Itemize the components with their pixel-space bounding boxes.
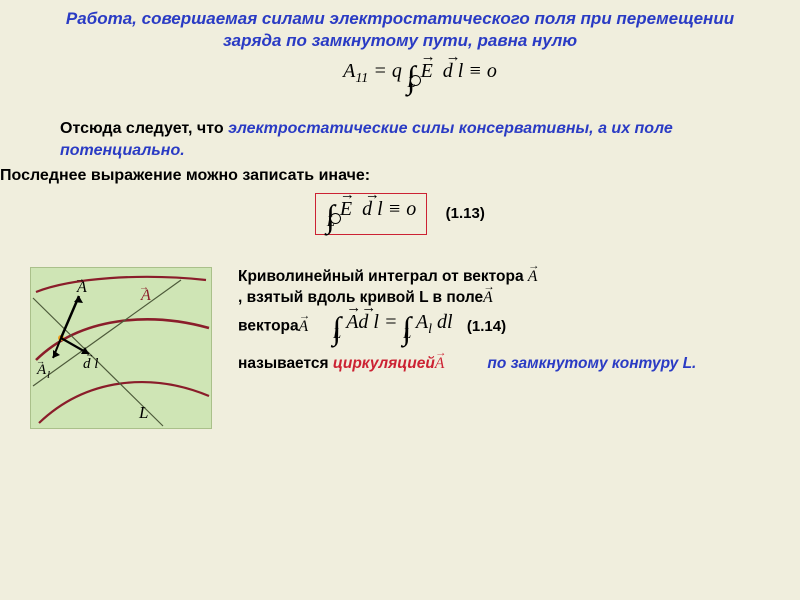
integral-icon: ∫L [332, 312, 341, 344]
para1-lead: Отсюда следует, что [60, 120, 228, 137]
eq2-rhs: ≡ o [388, 198, 417, 220]
eq1-equals: = [373, 60, 392, 82]
closed-integral-icon: ∫L [407, 61, 416, 93]
paragraph-rewrite: Последнее выражение можно записать иначе… [0, 161, 800, 185]
eq3-L: L [333, 327, 341, 341]
equation-number-1-14: (1.14) [467, 318, 506, 335]
para4-gap [444, 355, 487, 372]
eq3-Al: A [416, 311, 428, 333]
vector-dl: d l [362, 198, 383, 221]
eq1-rhs: ≡ o [468, 60, 497, 82]
eq2-L: L [327, 215, 335, 229]
svg-text:l: l [47, 369, 50, 381]
svg-text:→: → [85, 349, 94, 359]
paragraph-conservative: Отсюда следует, что электростатические с… [0, 118, 800, 161]
vector-A-inline: A [528, 267, 537, 288]
svg-text:→: → [139, 282, 149, 293]
equation-circulation-zero: ∫L E d l ≡ o (1.13) [0, 193, 800, 257]
vector-dl: d l [443, 60, 464, 83]
vector-A: A [346, 309, 358, 336]
vector-A-inline: A [483, 288, 492, 309]
svg-text:→: → [36, 356, 45, 366]
eq3-dl2: dl [437, 311, 453, 333]
eq1-q: q [392, 60, 402, 82]
eq1-L: L [408, 76, 416, 90]
paragraph-called-circulation: называется циркуляциейA по замкнутому ко… [238, 354, 780, 375]
equation-number-1-13: (1.13) [446, 205, 485, 222]
para4-c: по замкнутому контуру L. [487, 355, 696, 372]
para4-b: циркуляцией [333, 355, 435, 372]
eq3-Al-sub: l [428, 322, 432, 337]
field-diagram-svg: A → A → A l → d l → L [31, 268, 211, 428]
closed-integral-icon: ∫L [326, 200, 335, 232]
vector-E: E [421, 60, 433, 83]
para4-a: называется [238, 355, 333, 372]
equation-circulation-def: ∫L Ad l = ∫L Al dl [332, 309, 452, 344]
equation-a11: A11 = q ∫L E d l ≡ o [0, 60, 800, 110]
para3-l2a: вектора [238, 318, 299, 335]
figure-field-lines: A → A → A l → d l → L [30, 267, 220, 429]
svg-text:L: L [138, 403, 148, 422]
vector-A-inline: A [435, 354, 444, 375]
eq1-lhs: A [343, 60, 355, 82]
eq1-lhs-sub: 11 [355, 71, 368, 86]
vector-E: E [340, 198, 352, 221]
integral-icon: ∫L [402, 312, 411, 344]
equation-box: ∫L E d l ≡ o [315, 193, 427, 234]
paragraph-curvilinear: Криволинейный интеграл от вектора A , вз… [238, 267, 780, 344]
vector-dl: d l [358, 309, 379, 336]
svg-text:→: → [75, 274, 85, 285]
slide-title: Работа, совершаемая силами электростатич… [0, 0, 800, 54]
eq3-L2: L [403, 327, 411, 341]
vector-A-inline: A [299, 317, 308, 338]
